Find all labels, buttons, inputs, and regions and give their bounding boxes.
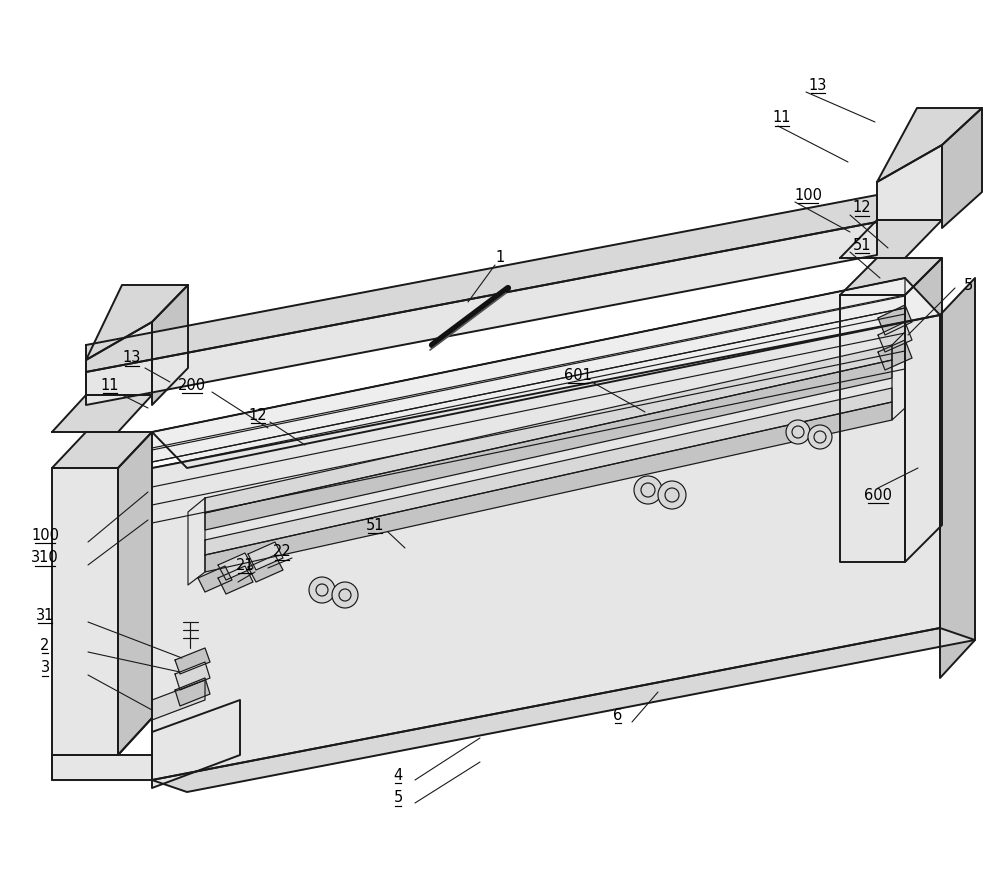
- Polygon shape: [878, 322, 912, 352]
- Polygon shape: [52, 432, 152, 468]
- Polygon shape: [118, 432, 152, 755]
- Polygon shape: [840, 220, 942, 258]
- Text: 12: 12: [249, 407, 267, 422]
- Text: 13: 13: [809, 78, 827, 93]
- Text: 11: 11: [101, 377, 119, 392]
- Text: 31: 31: [36, 608, 54, 623]
- Polygon shape: [218, 566, 253, 594]
- Circle shape: [309, 577, 335, 603]
- Text: 6: 6: [613, 707, 623, 722]
- Polygon shape: [152, 628, 975, 792]
- Polygon shape: [152, 315, 940, 780]
- Text: 1: 1: [495, 250, 505, 265]
- Text: 3: 3: [40, 661, 50, 676]
- Polygon shape: [175, 648, 210, 674]
- Polygon shape: [878, 305, 912, 335]
- Polygon shape: [205, 402, 892, 572]
- Polygon shape: [905, 258, 942, 562]
- Circle shape: [658, 481, 686, 509]
- Circle shape: [332, 582, 358, 608]
- Polygon shape: [52, 395, 152, 432]
- Polygon shape: [198, 566, 232, 592]
- Text: 200: 200: [178, 377, 206, 392]
- Polygon shape: [840, 295, 905, 562]
- Polygon shape: [205, 388, 892, 555]
- Text: 600: 600: [864, 488, 892, 503]
- Polygon shape: [175, 678, 210, 706]
- Polygon shape: [52, 468, 118, 755]
- Text: 4: 4: [393, 767, 403, 782]
- Polygon shape: [86, 222, 877, 405]
- Polygon shape: [152, 278, 905, 462]
- Polygon shape: [188, 498, 205, 585]
- Text: 2: 2: [40, 638, 50, 653]
- Text: 12: 12: [853, 200, 871, 215]
- Text: 11: 11: [773, 110, 791, 125]
- Text: 22: 22: [273, 544, 291, 559]
- Polygon shape: [218, 553, 253, 580]
- Polygon shape: [152, 680, 205, 720]
- Polygon shape: [152, 700, 240, 788]
- Polygon shape: [205, 345, 892, 513]
- Polygon shape: [877, 108, 982, 182]
- Circle shape: [808, 425, 832, 449]
- Text: 5: 5: [393, 790, 403, 805]
- Text: 51: 51: [853, 237, 871, 252]
- Polygon shape: [52, 755, 152, 780]
- Text: 100: 100: [31, 527, 59, 542]
- Polygon shape: [940, 278, 975, 678]
- Polygon shape: [86, 322, 152, 395]
- Polygon shape: [840, 258, 942, 295]
- Text: 13: 13: [123, 350, 141, 365]
- Circle shape: [634, 476, 662, 504]
- Polygon shape: [175, 662, 210, 690]
- Polygon shape: [205, 360, 892, 530]
- Polygon shape: [877, 145, 942, 220]
- Text: 51: 51: [366, 518, 384, 533]
- Text: 21: 21: [236, 557, 254, 572]
- Polygon shape: [152, 278, 940, 468]
- Polygon shape: [892, 332, 905, 420]
- Text: 100: 100: [794, 188, 822, 203]
- Polygon shape: [86, 195, 877, 372]
- Polygon shape: [942, 108, 982, 228]
- Circle shape: [786, 420, 810, 444]
- Polygon shape: [248, 555, 283, 582]
- Polygon shape: [878, 340, 912, 370]
- Polygon shape: [86, 285, 188, 360]
- Polygon shape: [152, 285, 188, 405]
- Polygon shape: [248, 542, 283, 570]
- Text: 310: 310: [31, 550, 59, 565]
- Text: 601: 601: [564, 368, 592, 383]
- Text: 5: 5: [963, 278, 973, 293]
